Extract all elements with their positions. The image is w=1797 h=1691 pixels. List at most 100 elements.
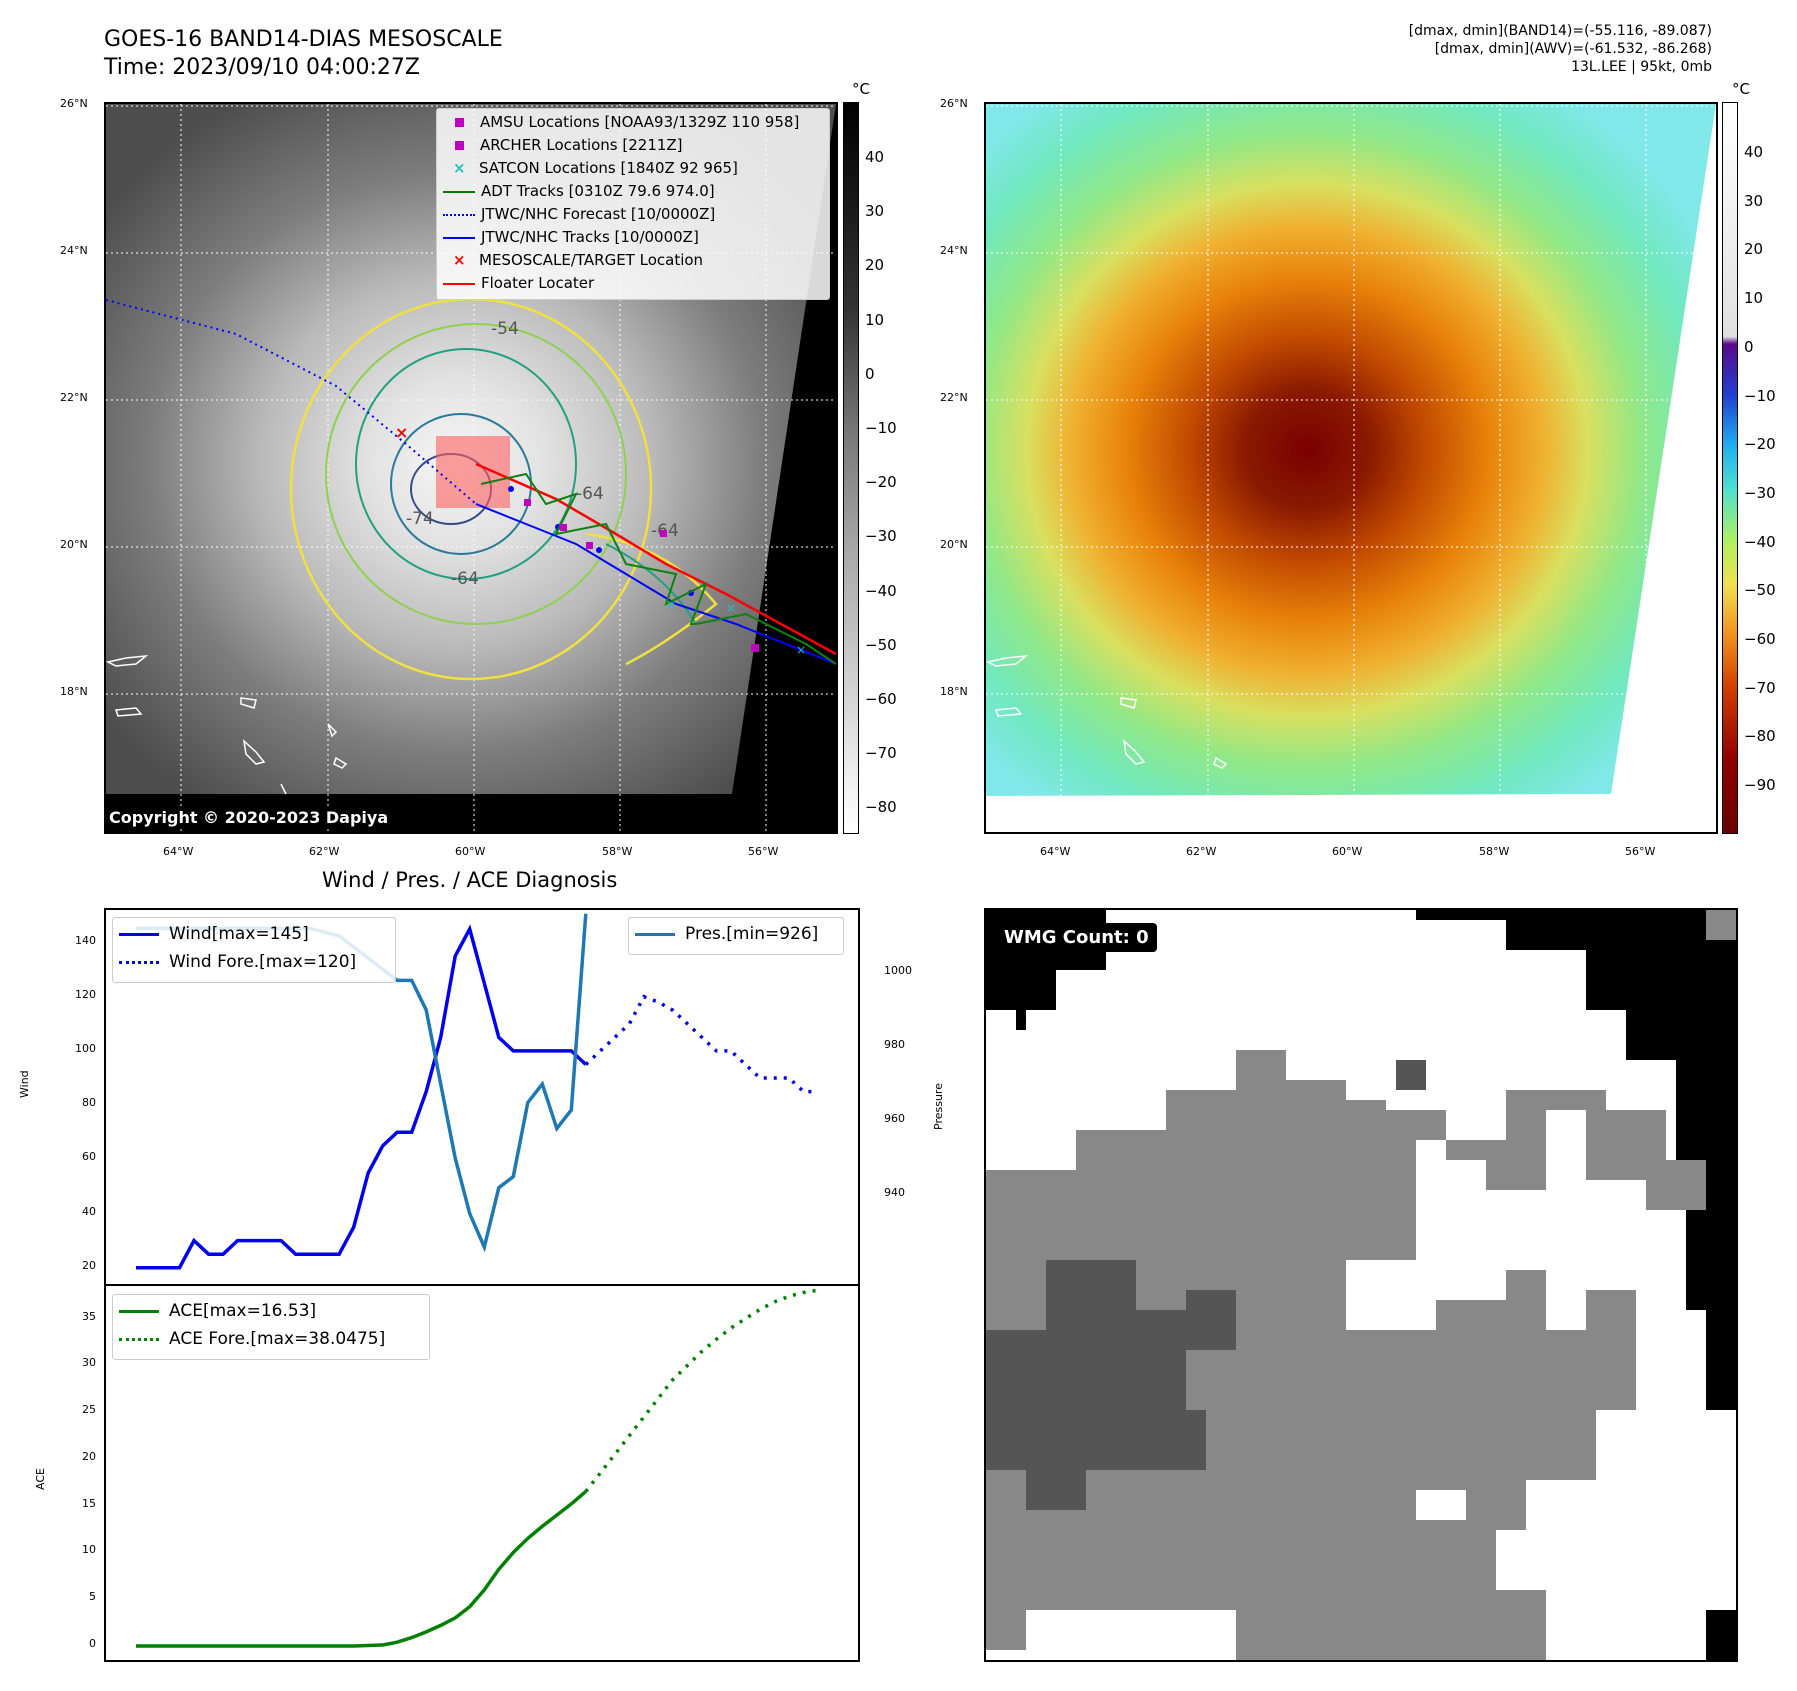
- dotted-line-icon: [443, 213, 475, 216]
- colorbar-tick-label: 40: [1744, 143, 1764, 161]
- contour-blue: [390, 413, 532, 555]
- y-tick-label: 80: [82, 1096, 96, 1110]
- amsu-markers: [524, 499, 759, 652]
- contour-teal: [355, 348, 577, 580]
- dotted-line-icon: [119, 961, 159, 964]
- legend-archer: ARCHER Locations [2211Z]: [443, 136, 683, 154]
- svg-text:×: ×: [726, 601, 736, 615]
- legend-wind-fore: Wind Fore.[max=120]: [119, 952, 356, 972]
- coastline: [986, 655, 1228, 769]
- pressure-legend: Pres.[min=926]: [628, 917, 844, 955]
- colorbar-unit: °C: [852, 80, 870, 98]
- colorbar-tick-label: 0: [1744, 337, 1754, 356]
- y-tick-label: 35: [82, 1309, 96, 1323]
- colorbar-tick-label: 10: [1744, 289, 1764, 308]
- y-tick-label: 140: [75, 933, 96, 947]
- y-tick-label: 15: [82, 1496, 96, 1510]
- colorbar-tick-label: −50: [1744, 581, 1776, 600]
- floater-track: [475, 462, 836, 656]
- y-tick-label: 40: [82, 1204, 96, 1218]
- wmg-panel: [984, 908, 1738, 1662]
- lat-tick: 20°N: [940, 538, 968, 551]
- page-timestamp: Time: 2023/09/10 04:00:27Z: [104, 55, 420, 80]
- colorbar-tick-label: −20: [1744, 435, 1776, 454]
- colorbar-tick-label: −70: [865, 744, 897, 763]
- lat-tick: 26°N: [60, 97, 88, 110]
- series-line: [482, 982, 587, 1066]
- series-line: [584, 994, 818, 1094]
- page-title: GOES-16 BAND14-DIAS MESOSCALE: [104, 27, 503, 52]
- series-line: [136, 924, 486, 1270]
- wmg-image: [986, 910, 1736, 1660]
- legend-satcon: × SATCON Locations [1840Z 92 965]: [453, 159, 738, 177]
- colorbar-tick-label: −10: [865, 419, 897, 437]
- colorbar-tick-label: −20: [865, 473, 897, 492]
- map-gridlines: [986, 104, 1716, 832]
- colorbar-tick-label: −30: [1744, 483, 1776, 502]
- lat-tick: 22°N: [60, 391, 88, 404]
- line-dot-icon: [443, 236, 475, 239]
- lon-tick: 62°W: [309, 845, 340, 858]
- diagnosis-title: Wind / Pres. / ACE Diagnosis: [322, 868, 618, 892]
- line-icon: [443, 282, 475, 285]
- legend-ace-fore: ACE Fore.[max=38.0475]: [119, 1329, 385, 1349]
- forecast-track: [106, 299, 477, 505]
- wind-axis-label: Wind: [18, 1070, 31, 1098]
- target-marker: ×: [395, 423, 408, 442]
- nhc-track: [475, 503, 836, 665]
- contour-label: -64: [576, 484, 604, 504]
- satcon-markers: × × ×: [666, 598, 806, 657]
- y-tick-label: 980: [884, 1038, 905, 1051]
- ace-axis-label: ACE: [34, 1468, 47, 1490]
- y-tick-label: 30: [82, 1356, 96, 1370]
- legend-adt: ADT Tracks [0310Z 79.6 974.0]: [443, 182, 715, 200]
- x-marker-icon: ×: [453, 251, 466, 269]
- pressure-axis-label: Pressure: [932, 1083, 945, 1130]
- legend-amsu: AMSU Locations [NOAA93/1329Z 110 958]: [443, 113, 799, 131]
- info-band14: [dmax, dmin](BAND14)=(-55.116, -89.087): [1408, 23, 1712, 39]
- contour-label: -54: [491, 319, 519, 339]
- info-awv: [dmax, dmin](AWV)=(-61.532, -86.268): [1434, 41, 1712, 57]
- colorbar-tick-label: 30: [1744, 191, 1764, 210]
- y-tick-label: 960: [884, 1112, 905, 1126]
- lon-tick: 64°W: [163, 845, 194, 858]
- contour-label: -64: [451, 569, 479, 589]
- lon-tick: 56°W: [748, 845, 779, 858]
- line-icon: [119, 933, 159, 936]
- copyright-label: Copyright © 2020-2023 Dapiya: [104, 806, 394, 829]
- color-map-svg: [986, 104, 1716, 832]
- colorbar-tick-label: 30: [865, 202, 885, 221]
- lon-tick: 60°W: [1332, 845, 1363, 858]
- lat-tick: 22°N: [940, 391, 968, 404]
- color-map-panel: [984, 102, 1718, 834]
- square-marker-icon: [455, 141, 464, 150]
- colorbar-tick-label: −60: [865, 690, 897, 708]
- legend-ace: ACE[max=16.53]: [119, 1301, 316, 1321]
- coastline: [106, 655, 348, 795]
- y-tick-label: 10: [82, 1543, 96, 1557]
- y-tick-label: 120: [75, 987, 96, 1001]
- ace-chart: [136, 1288, 819, 1648]
- colorbar-tick-label: −60: [1744, 630, 1776, 648]
- legend-forecast: JTWC/NHC Forecast [10/0000Z]: [443, 205, 715, 223]
- lon-tick: 58°W: [602, 845, 633, 858]
- lat-tick: 26°N: [940, 97, 968, 110]
- colorbar-tick-label: −80: [865, 798, 897, 817]
- colorbar-tick-label: −40: [865, 581, 897, 600]
- dotted-line-icon: [119, 1338, 159, 1341]
- colorbar-tick-label: 20: [1744, 240, 1764, 259]
- colorbar-tick-label: −30: [865, 527, 897, 546]
- mesoscale-box: [436, 436, 510, 508]
- lon-tick: 56°W: [1625, 845, 1656, 858]
- lon-tick: 64°W: [1040, 845, 1071, 858]
- colorbar-tick-label: −50: [865, 635, 897, 654]
- y-tick-label: 20: [82, 1449, 96, 1463]
- legend-floater: Floater Locater: [443, 274, 594, 292]
- svg-text:×: ×: [666, 598, 676, 612]
- y-tick-label: 100: [75, 1041, 96, 1055]
- y-tick-label: 1000: [884, 963, 912, 977]
- lat-tick: 24°N: [940, 244, 968, 257]
- contour-lightgreen: [325, 323, 627, 625]
- colorbar-tick-label: −70: [1744, 678, 1776, 697]
- y-tick-label: 0: [89, 1636, 96, 1650]
